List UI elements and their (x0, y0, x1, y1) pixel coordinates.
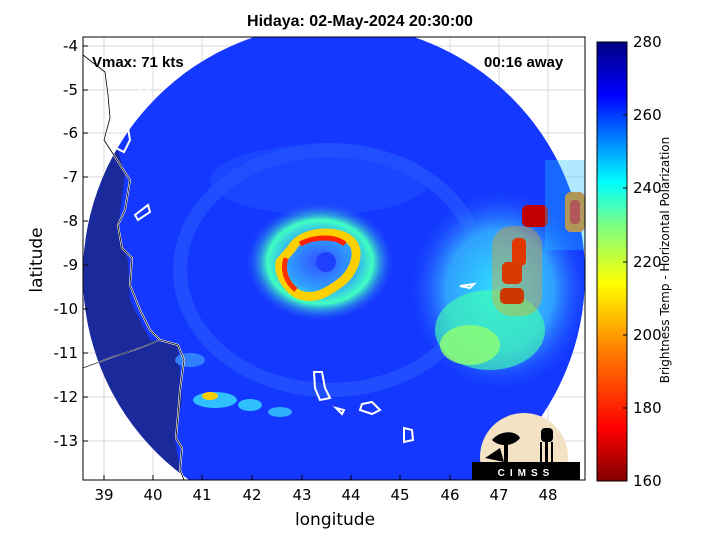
y-tick-label: -7 (63, 168, 78, 186)
colorbar-tick: 240 (633, 179, 662, 197)
y-axis: -4 -5 -6 -7 -8 -9 -10 -11 -12 -13 (54, 37, 88, 450)
colorbar-tick: 280 (633, 33, 662, 51)
y-tick-label: -5 (63, 81, 78, 99)
y-axis-label: latitude (27, 227, 47, 293)
colorbar-gradient (596, 41, 628, 482)
x-tick-label: 46 (440, 486, 459, 504)
y-tick-label: -6 (63, 124, 78, 142)
time-away-label: 00:16 away (484, 54, 564, 71)
x-tick-label: 40 (143, 486, 162, 504)
colorbar-tick: 200 (633, 326, 662, 344)
x-tick-label: 47 (489, 486, 508, 504)
x-tick-label: 42 (242, 486, 261, 504)
colorbar-tick: 260 (633, 106, 662, 124)
colorbar-tick: 160 (633, 472, 662, 490)
colorbar: 280 260 240 220 200 180 160 (596, 33, 662, 490)
plot-border (82, 36, 586, 481)
y-tick-label: -9 (63, 256, 78, 274)
y-tick-label: -10 (54, 300, 79, 318)
y-tick-label: -11 (54, 344, 79, 362)
cimss-logo: CIMSS (472, 413, 580, 480)
y-tick-label: -13 (54, 432, 79, 450)
east-convection (492, 160, 585, 316)
x-tick-label: 43 (292, 486, 311, 504)
y-tick-label: -12 (54, 388, 79, 406)
colorbar-label: Brightness Temp - Horizontal Polarizatio… (658, 136, 672, 384)
x-tick-label: 44 (341, 486, 360, 504)
y-tick-label: -8 (63, 212, 78, 230)
islands (114, 83, 477, 444)
x-tick-label: 39 (94, 486, 113, 504)
x-axis: 39 40 41 42 43 44 45 46 47 48 (94, 475, 558, 504)
map-title: Hidaya: 02-May-2024 20:30:00 (247, 13, 473, 30)
x-tick-label: 48 (538, 486, 557, 504)
x-tick-label: 41 (192, 486, 211, 504)
vmax-label: Vmax: 71 kts (92, 54, 184, 71)
x-axis-label: longitude (294, 510, 376, 530)
colorbar-tick: 180 (633, 399, 662, 417)
x-tick-label: 45 (390, 486, 409, 504)
colorbar-tick: 220 (633, 253, 662, 271)
y-tick-label: -4 (63, 37, 78, 55)
logo-text: CIMSS (498, 468, 555, 479)
